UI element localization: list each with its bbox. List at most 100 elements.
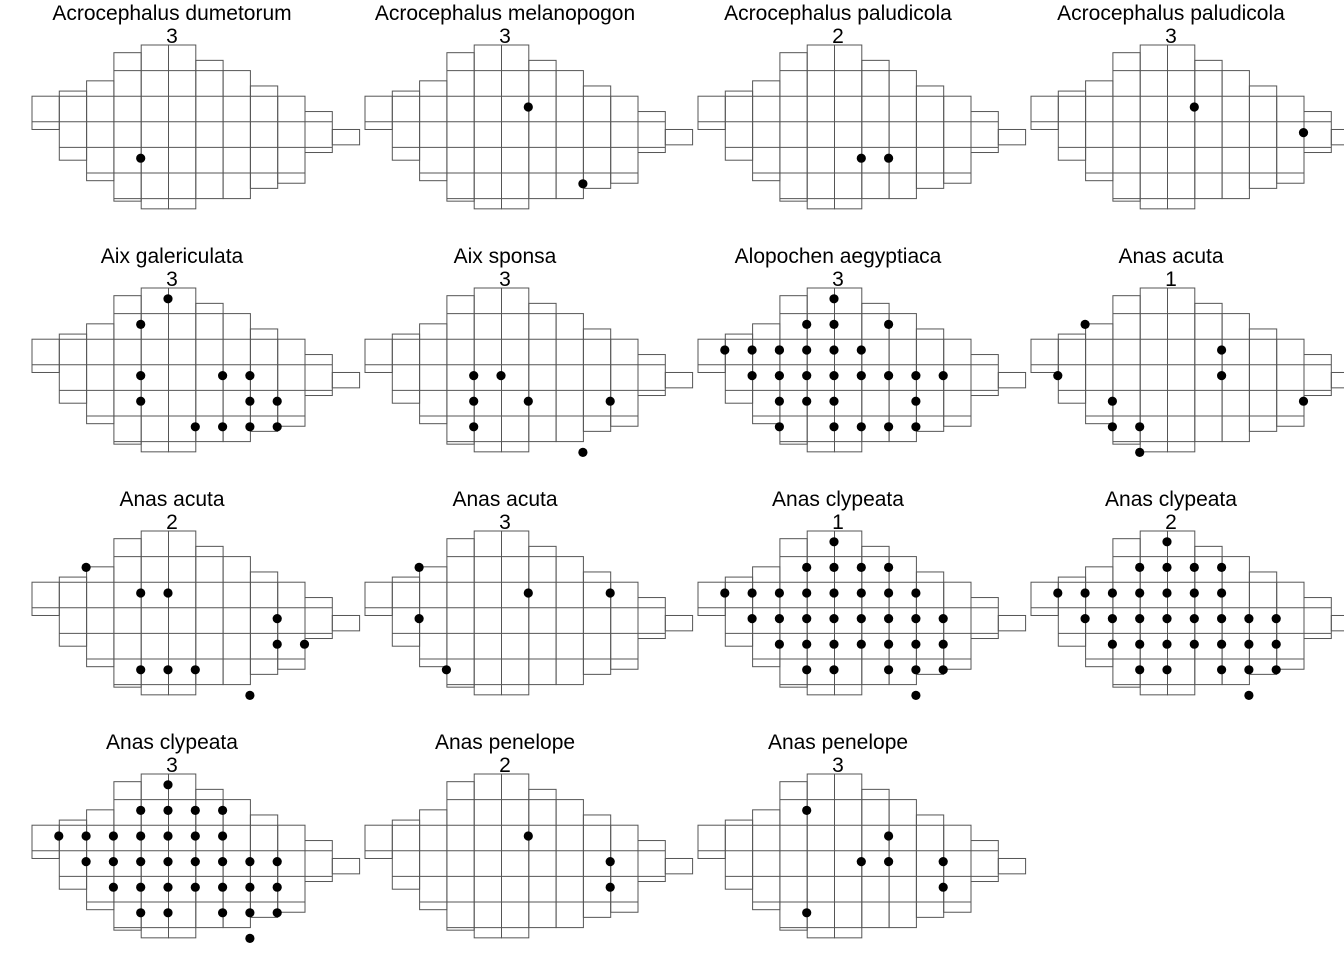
occurrence-point [938,371,948,381]
occurrence-point [523,831,533,841]
occurrence-point [1217,639,1227,649]
occurrence-point [911,690,921,700]
panel-title: Acrocephalus melanopogon [374,2,636,25]
occurrence-point [163,908,173,918]
grid-column [664,857,694,875]
grid-column [637,111,666,154]
grid-column [1194,302,1223,443]
panel-title: Anas clypeata [106,731,238,754]
occurrence-point [414,614,424,624]
occurrence-point [605,396,615,406]
occurrence-point [441,665,451,675]
occurrence-point [911,371,921,381]
grid-column [58,819,88,890]
occurrence-point [136,908,146,918]
grid-column [1276,338,1305,427]
grid-column [970,111,999,154]
panel-title: Aix sponsa [453,245,557,268]
occurrence-point [774,396,784,406]
grid-lines [1030,44,1344,210]
grid-column [637,354,666,397]
map-panel: Anas clypeata 3 [4,729,361,972]
occurrence-point [938,614,948,624]
occurrence-point [802,908,812,918]
grid-column [555,313,584,443]
occurrence-point [81,831,91,841]
occurrence-point [1135,614,1145,624]
grid-column [331,128,361,146]
occurrence-point [829,294,839,304]
occurrence-point [829,588,839,598]
occurrence-point [136,371,146,381]
occurrence-point [884,422,894,432]
occurrence-point [911,422,921,432]
occurrence-point [720,345,730,355]
grid-column [277,581,306,670]
grid-column [501,530,530,696]
panel-title: Anas penelope [434,731,576,754]
grid-column [806,773,835,939]
panel-title: Anas acuta [119,488,225,511]
grid-column [943,581,972,670]
occurrence-point [605,882,615,892]
occurrence-point [136,153,146,163]
occurrence-point [163,665,173,675]
grid-column [1139,287,1168,453]
occurrence-point [720,588,730,598]
grid-column [610,338,639,427]
map-panel: Anas penelope 2 [337,729,694,972]
grid-column [1276,581,1305,670]
occurrence-point [884,153,894,163]
occurrence-point [190,665,200,675]
grid-column [113,781,142,931]
occurrence-point [856,345,866,355]
grid-column [331,614,361,632]
occurrence-point [1217,614,1227,624]
grid-column [637,840,666,883]
grid-column [31,581,60,616]
occurrence-point [245,690,255,700]
map-panel: Alopochen aegyptiaca 3 [670,243,1027,486]
occurrence-point [1189,562,1199,572]
occurrence-point [108,882,118,892]
grid-column [113,538,142,688]
occurrence-point [245,396,255,406]
occurrence-point [911,665,921,675]
occurrence-point [272,396,282,406]
occurrence-point [1162,562,1172,572]
occurrence-point [1217,562,1227,572]
grid-column [528,788,557,929]
occurrence-point [136,831,146,841]
occurrence-point [1135,422,1145,432]
occurrence-point [829,396,839,406]
grid-column [473,287,502,453]
grid-column [1112,52,1141,202]
grid-column [304,111,333,154]
grid-column [1139,44,1168,210]
occurrence-point [1080,614,1090,624]
occurrence-point [884,614,894,624]
map-panel: Anas acuta 3 [337,486,694,729]
occurrence-point [1162,639,1172,649]
grid-column [331,857,361,875]
occurrence-point [1189,614,1199,624]
country-grid-map [31,287,361,453]
occurrence-point [829,665,839,675]
occurrence-point [136,805,146,815]
grid-column [610,824,639,913]
occurrence-point [1107,639,1117,649]
occurrence-point [496,371,506,381]
occurrence-point [938,857,948,867]
grid-column [664,128,694,146]
occurrence-point [190,805,200,815]
grid-lines [364,530,694,696]
occurrence-point [802,665,812,675]
map-panel: Acrocephalus dumetorum 3 [4,0,361,243]
occurrence-point [272,639,282,649]
occurrence-point [523,588,533,598]
occurrence-point [747,371,757,381]
grid-column [31,95,60,130]
panel-code: 3 [499,25,511,48]
occurrence-point [163,294,173,304]
grid-column [943,95,972,184]
